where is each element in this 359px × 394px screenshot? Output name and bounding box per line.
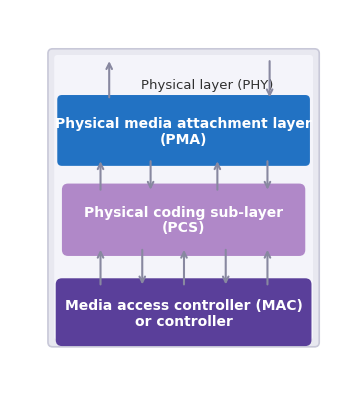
FancyBboxPatch shape [56,278,312,346]
Text: (PMA): (PMA) [160,133,208,147]
Text: (PCS): (PCS) [162,221,205,235]
Text: Physical media attachment layer: Physical media attachment layer [55,117,312,131]
Text: Physical layer (PHY): Physical layer (PHY) [141,79,274,92]
FancyBboxPatch shape [48,49,319,347]
Text: Physical coding sub-layer: Physical coding sub-layer [84,206,283,220]
FancyBboxPatch shape [57,95,310,166]
Text: Media access controller (MAC): Media access controller (MAC) [65,299,303,313]
FancyBboxPatch shape [54,55,313,340]
Text: or controller: or controller [135,315,233,329]
FancyBboxPatch shape [62,184,305,256]
